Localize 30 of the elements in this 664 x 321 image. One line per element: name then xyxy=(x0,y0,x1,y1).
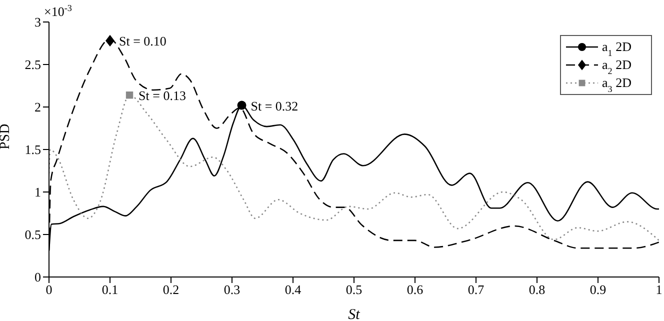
legend-label: a$_{1}$ 2D xyxy=(602,39,632,58)
x-tick-label: 0.4 xyxy=(284,282,302,298)
x-axis-title: St xyxy=(348,307,361,321)
x-tick-label: 0 xyxy=(46,282,52,298)
y-tick-label: 2 xyxy=(34,100,41,115)
x-tick-label: 0.1 xyxy=(102,282,118,298)
annotation: St = 0.32 xyxy=(250,98,298,114)
point xyxy=(237,100,246,110)
x-tick-label: 0.2 xyxy=(162,282,180,298)
annotation: St = 0.13 xyxy=(138,88,186,104)
x-tick-label: 0.6 xyxy=(406,282,424,298)
y-tick-label: 3 xyxy=(34,14,41,30)
y-tick-label: 2.5 xyxy=(24,57,41,72)
y-axis-title: PSD xyxy=(0,124,13,150)
y-tick-label: 1 xyxy=(34,184,41,200)
y-tick-label: 0.5 xyxy=(24,227,41,242)
x-tick-label: 0.9 xyxy=(590,282,606,298)
x-tick-label: 0.7 xyxy=(468,282,485,298)
legend-label: a$_{2}$ 2D xyxy=(602,57,632,76)
x-tick-label: 1 xyxy=(656,282,662,298)
y-tick-label: 1.5 xyxy=(24,142,41,158)
legend-label: a$_{3}$ 2D xyxy=(602,75,632,94)
x-tick-label: 0.5 xyxy=(346,282,362,298)
x-tick-label: 0.3 xyxy=(224,282,240,298)
text: ×10$^{-3}$ xyxy=(44,3,72,19)
point xyxy=(106,34,114,47)
annotation: St = 0.10 xyxy=(119,34,166,49)
y-tick-label: 0 xyxy=(34,270,41,285)
x-tick-label: 0.8 xyxy=(528,282,546,298)
point xyxy=(126,92,134,99)
